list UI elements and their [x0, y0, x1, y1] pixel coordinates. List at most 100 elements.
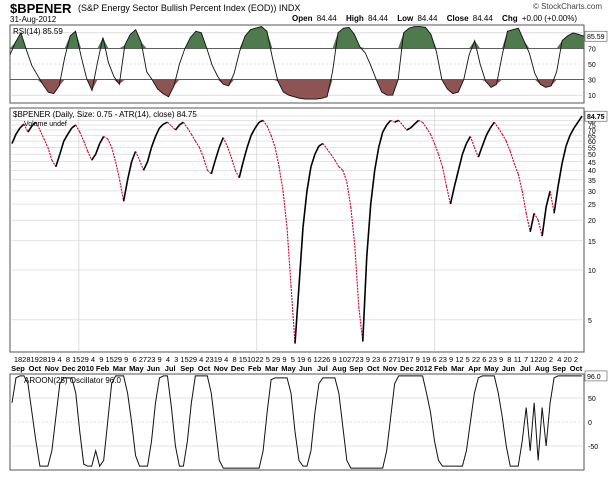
day-tick-label: 27: [139, 355, 147, 364]
price-up-segment: [365, 204, 372, 257]
price-up-segment: [174, 124, 181, 131]
day-tick-label: 9: [332, 355, 336, 364]
price-up-segment: [577, 115, 583, 123]
price-tick-label: 65: [588, 133, 596, 140]
price-down-segment: [202, 156, 208, 171]
price-up-segment: [453, 170, 460, 187]
month-label: Oct: [198, 364, 211, 373]
price-down-segment: [107, 138, 113, 148]
day-tick-label: 10: [339, 355, 347, 364]
price-down-segment: [119, 179, 125, 202]
month-label: Oct: [367, 364, 380, 373]
day-tick-label: 19: [214, 355, 222, 364]
price-down-segment: [330, 153, 336, 161]
month-label: Sep: [349, 364, 363, 373]
price-tick-label: 20: [588, 218, 596, 225]
price-up-segment: [386, 119, 392, 126]
price-up-segment: [541, 206, 547, 237]
day-tick-label: 2: [549, 355, 553, 364]
price-down-segment: [346, 181, 352, 208]
price-up-segment: [146, 147, 153, 162]
month-label: Feb: [96, 364, 110, 373]
price-up-segment: [91, 153, 97, 161]
price-down-segment: [35, 121, 41, 131]
price-up-segment: [477, 145, 484, 158]
rsi-tick-label: 50: [588, 62, 596, 69]
price-down-segment: [334, 159, 340, 168]
price-down-segment: [350, 206, 356, 246]
price-down-segment: [47, 147, 53, 161]
day-tick-label: 19: [30, 355, 38, 364]
price-down-segment: [278, 166, 284, 192]
month-label: Nov: [45, 364, 60, 373]
day-tick-label: 7: [524, 355, 528, 364]
price-up-segment: [569, 127, 575, 136]
price-down-segment: [75, 124, 81, 133]
price-up-segment: [122, 179, 129, 202]
price-down-segment: [430, 133, 436, 144]
price-up-segment: [67, 127, 73, 135]
brand-credit: © StockCharts.com: [532, 2, 602, 11]
aroon-legend: AROON(25) Oscillator 96.0: [24, 376, 121, 385]
price-up-segment: [461, 143, 468, 155]
month-label: Jun: [502, 364, 516, 373]
day-tick-label: 29: [272, 355, 280, 364]
price-down-segment: [505, 140, 511, 152]
price-legend: $BPENER (Daily, Size: 0.75 - ATR(14), cl…: [13, 110, 197, 119]
day-tick-label: 8: [232, 355, 236, 364]
price-up-segment: [573, 121, 579, 129]
aroon-tick-label: 0: [588, 420, 592, 427]
price-up-segment: [377, 131, 384, 148]
price-up-segment: [98, 136, 105, 144]
price-down-segment: [266, 125, 272, 136]
day-tick-label: 12: [455, 355, 463, 364]
month-label: Sep: [180, 364, 194, 373]
day-tick-label: 5: [266, 355, 270, 364]
price-up-segment: [406, 127, 411, 131]
price-up-segment: [19, 123, 25, 129]
day-tick-label: 29: [114, 355, 122, 364]
day-tick-label: 10: [247, 355, 255, 364]
price-down-segment: [398, 120, 404, 126]
day-tick-label: 19: [47, 355, 55, 364]
price-panel: 858075706560555045403530252015105$BPENER…: [9, 107, 608, 353]
volume-legend: Volume undef: [24, 121, 67, 128]
price-down-segment: [537, 219, 543, 237]
rsi-last-value: 85.59: [587, 34, 605, 41]
close-value: 84.44: [472, 14, 493, 23]
month-label: May: [281, 364, 296, 373]
price-tick-label: 40: [588, 168, 596, 175]
price-up-segment: [465, 136, 472, 144]
month-label: Aug: [332, 364, 347, 373]
price-up-segment: [310, 153, 316, 167]
day-tick-label: 26: [322, 355, 330, 364]
day-tick-label: 4: [557, 355, 561, 364]
rsi-oversold-fill: [10, 79, 584, 100]
price-up-segment: [55, 153, 61, 167]
price-tick-label: 35: [588, 178, 596, 185]
rsi-last-value-box: [584, 30, 608, 42]
day-tick-label: 9: [449, 355, 453, 364]
day-tick-label: 9: [499, 355, 503, 364]
price-down-segment: [83, 140, 89, 152]
price-up-segment: [314, 145, 320, 155]
price-up-segment: [242, 147, 248, 162]
price-down-segment: [282, 190, 288, 228]
price-tick-label: 5: [588, 318, 592, 325]
price-up-segment: [481, 135, 488, 147]
price-down-segment: [497, 127, 503, 135]
price-down-segment: [426, 127, 431, 135]
chart-date: 31-Aug-2012: [10, 15, 57, 24]
price-up-segment: [414, 119, 420, 125]
price-up-segment: [561, 145, 567, 164]
price-down-segment: [437, 154, 444, 167]
month-label: Jul: [317, 364, 328, 373]
month-label: Nov: [214, 364, 229, 373]
day-tick-label: 20: [539, 355, 547, 364]
price-down-segment: [167, 121, 172, 127]
day-tick-label: 9: [124, 355, 128, 364]
price-tick-label: 50: [588, 152, 596, 159]
price-up-segment: [529, 213, 535, 232]
price-down-segment: [79, 131, 85, 142]
